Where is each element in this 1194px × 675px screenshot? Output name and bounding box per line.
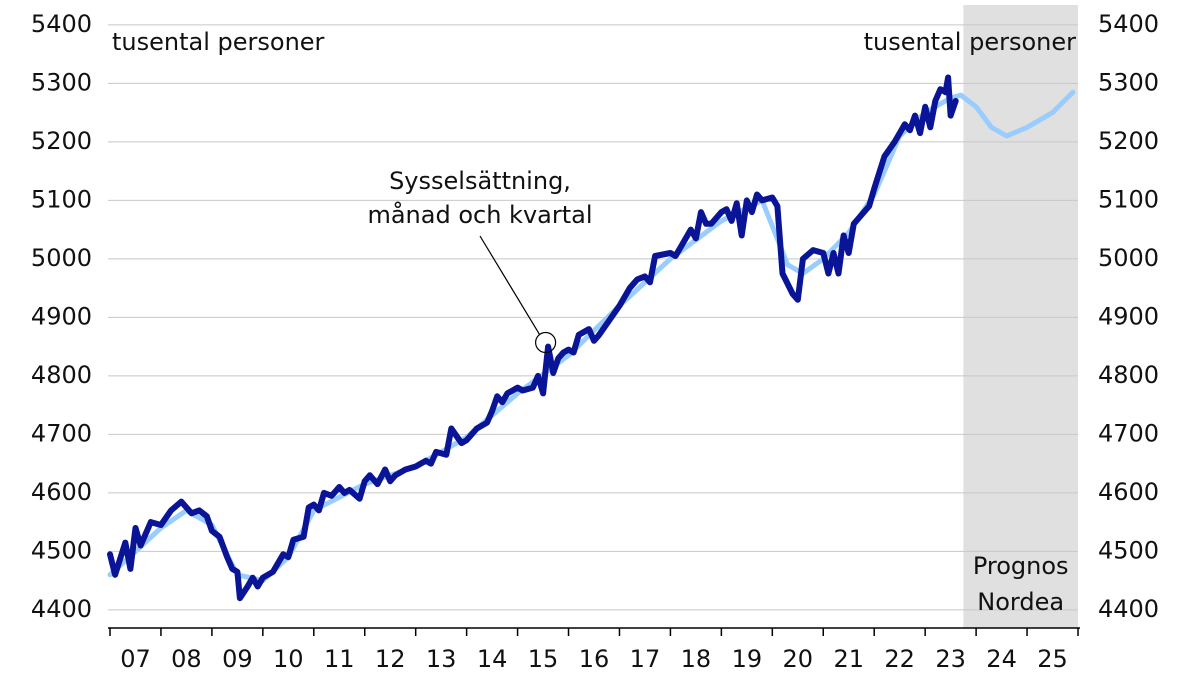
y-tick-label: 5200 xyxy=(31,127,92,155)
x-tick-label: 17 xyxy=(630,645,661,673)
annotation-arrow xyxy=(479,235,541,335)
y2-tick-label: 5200 xyxy=(1098,127,1159,155)
y2-tick-label: 4500 xyxy=(1098,536,1159,564)
x-tick-label: 10 xyxy=(273,645,304,673)
forecast-region xyxy=(963,5,1078,628)
x-tick-label: 20 xyxy=(783,645,814,673)
x-tick-label: 23 xyxy=(935,645,966,673)
annotation-text: månad och kvartal xyxy=(367,200,592,229)
annotation-text: Sysselsättning, xyxy=(389,167,571,195)
x-tick-label: 12 xyxy=(375,645,406,673)
x-tick-label: 07 xyxy=(120,645,151,673)
y2-tick-label: 4600 xyxy=(1098,478,1159,506)
lines xyxy=(107,74,1076,602)
x-tick-label: 09 xyxy=(222,645,253,673)
y-tick-label: 5100 xyxy=(31,185,92,213)
y-tick-label: 4500 xyxy=(31,536,92,564)
x-tick-label: 22 xyxy=(884,645,915,673)
annotation-marker xyxy=(534,331,557,354)
y2-tick-label: 5300 xyxy=(1098,68,1159,96)
y-unit-left: tusental personer xyxy=(112,28,325,56)
labels: Prognos Nordea 4400 4500 4600 4700 4800 4900 500… xyxy=(31,10,1159,673)
y2-tick-label: 5100 xyxy=(1098,185,1159,213)
grid xyxy=(108,24,1080,636)
x-tick-label: 25 xyxy=(1037,645,1068,673)
y-tick-label: 4400 xyxy=(31,595,92,623)
y-tick-label: 5400 xyxy=(31,10,92,38)
y-tick-label: 4600 xyxy=(31,478,92,506)
y2-tick-label: 4900 xyxy=(1098,302,1159,330)
y-tick-label: 5000 xyxy=(31,244,92,272)
x-tick-label: 15 xyxy=(528,645,559,673)
x-tick-label: 18 xyxy=(681,645,712,673)
y2-tick-label: 4800 xyxy=(1098,361,1159,389)
y-tick-label: 4900 xyxy=(31,302,92,330)
y2-tick-label: 5000 xyxy=(1098,244,1159,272)
x-tick-label: 19 xyxy=(732,645,763,673)
x-tick-label: 21 xyxy=(833,645,864,673)
forecast-label: Prognos xyxy=(973,552,1069,580)
y2-tick-label: 4700 xyxy=(1098,419,1159,447)
x-tick-label: 11 xyxy=(324,645,355,673)
y-tick-label: 4800 xyxy=(31,361,92,389)
y-tick-label: 4700 xyxy=(31,419,92,447)
y2-tick-label: 5400 xyxy=(1098,10,1159,38)
forecast-shade xyxy=(963,5,1078,628)
x-tick-label: 24 xyxy=(986,645,1017,673)
x-tick-label: 13 xyxy=(426,645,457,673)
x-tick-label: 16 xyxy=(579,645,610,673)
y2-tick-label: 4400 xyxy=(1098,595,1159,623)
series-line xyxy=(107,74,959,602)
y-unit-right: tusental personer xyxy=(864,28,1077,56)
forecast-label: Nordea xyxy=(977,588,1064,616)
x-tick-label: 14 xyxy=(477,645,508,673)
y-tick-label: 5300 xyxy=(31,68,92,96)
x-tick-label: 08 xyxy=(171,645,202,673)
